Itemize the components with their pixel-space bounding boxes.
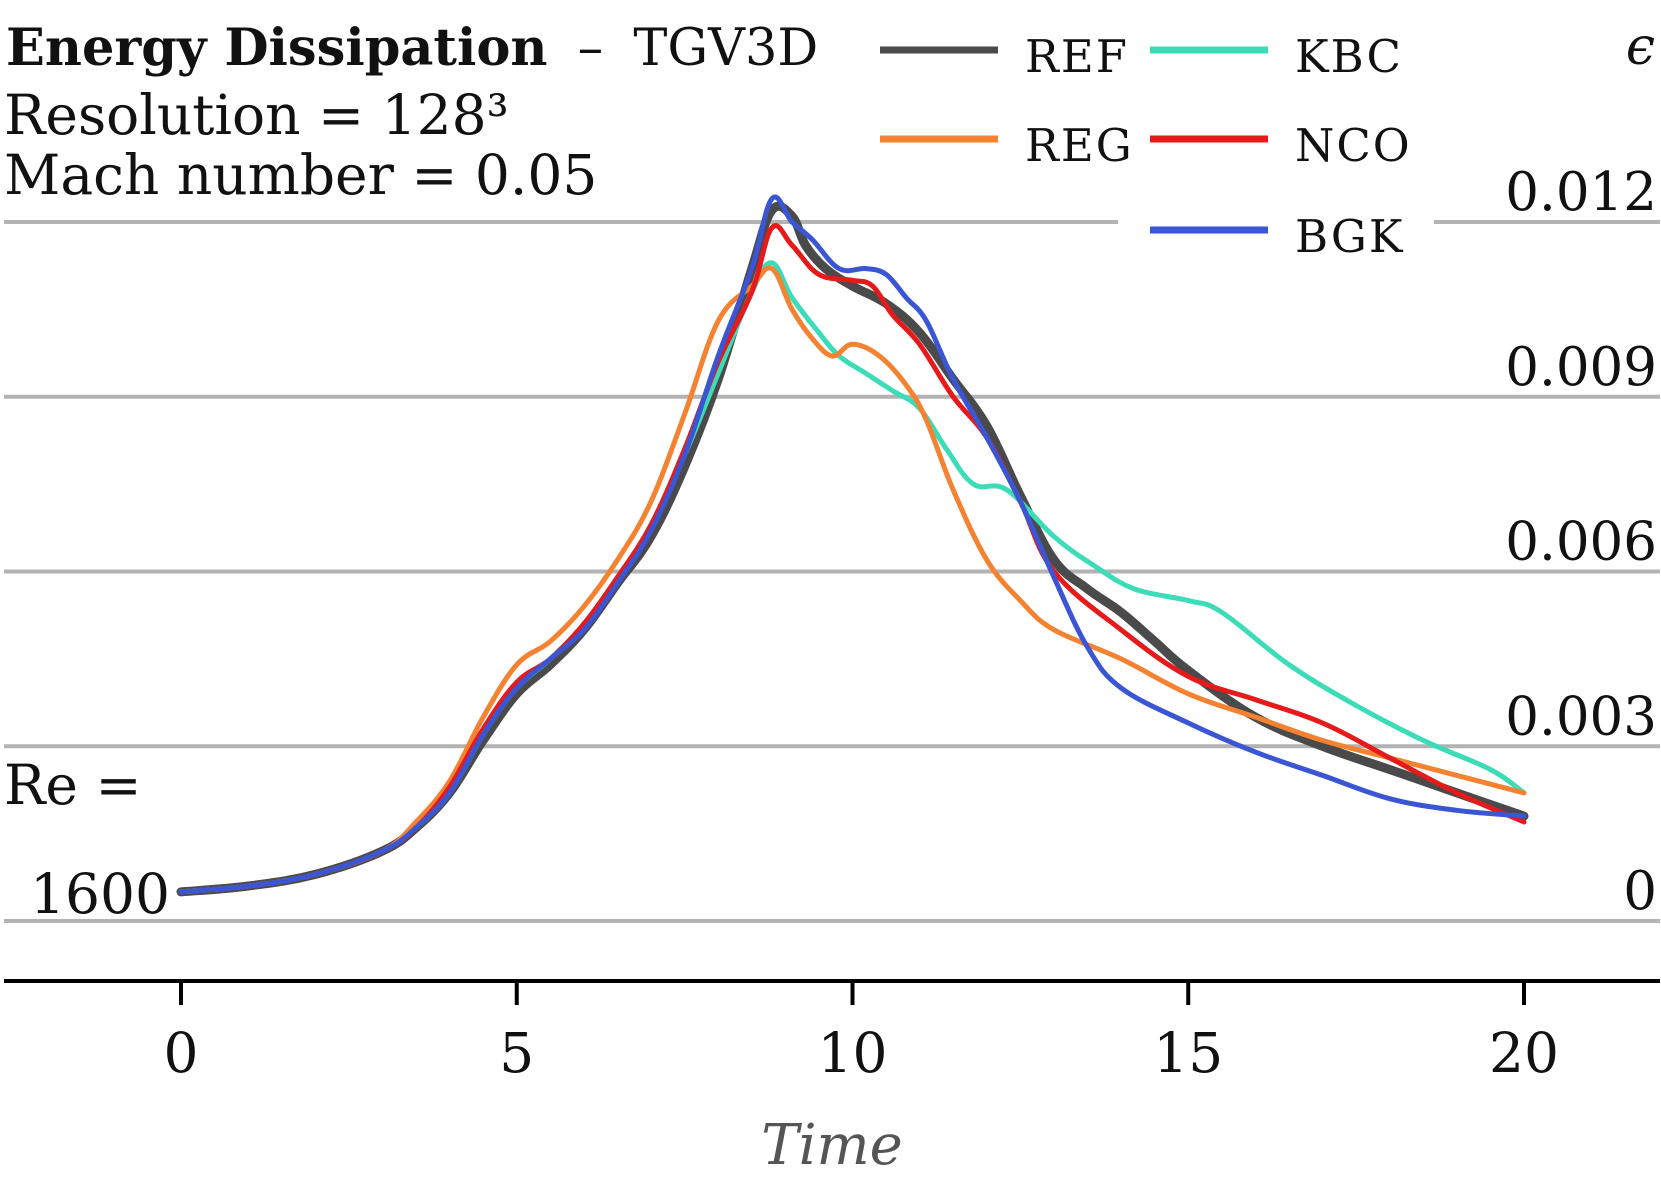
x-tick-label: 0 (164, 1021, 199, 1085)
x-tick-label: 5 (499, 1021, 534, 1085)
series-lines (176, 194, 1529, 897)
legend-label-nco: NCO (1295, 119, 1412, 172)
title-separator: – (578, 19, 604, 78)
y-tick-label: 0.009 (1505, 337, 1657, 398)
legend: REF KBC REG NCO BGK (880, 30, 1434, 263)
x-ticks: 0 5 10 15 20 (164, 981, 1559, 1085)
y-tick-label: 0.003 (1505, 686, 1657, 747)
legend-label-reg: REG (1025, 119, 1134, 172)
series-line-reg (178, 265, 1527, 895)
re-value: 1600 (30, 862, 170, 926)
series-line-bgk (178, 194, 1527, 895)
series-line-kbc (178, 260, 1527, 895)
x-tick-label: 15 (1153, 1021, 1223, 1085)
legend-label-bgk: BGK (1295, 210, 1404, 263)
y-tick-labels: 0 0.003 0.006 0.009 0.012 (1505, 162, 1657, 922)
series-line-nco (178, 223, 1527, 895)
grid-lines (4, 220, 1660, 923)
legend-label-ref: REF (1025, 30, 1129, 83)
chart-title: Energy Dissipation – TGV3D (6, 18, 818, 78)
series-line-ref (176, 201, 1529, 897)
x-tick-label: 20 (1489, 1021, 1559, 1085)
re-label: Re = (4, 753, 142, 817)
mach-annotation: Mach number = 0.05 (4, 143, 597, 207)
title-subtitle: TGV3D (633, 19, 818, 78)
legend-background (1118, 200, 1434, 250)
x-tick-label: 10 (818, 1021, 888, 1085)
resolution-annotation: Resolution = 128³ (4, 83, 509, 147)
title-main: Energy Dissipation (6, 18, 547, 78)
y-axis-label: ϵ (1626, 17, 1655, 77)
y-tick-label: 0.006 (1505, 512, 1657, 573)
legend-label-kbc: KBC (1295, 30, 1403, 83)
y-tick-label: 0.012 (1505, 162, 1657, 223)
x-axis-label: Time (761, 1113, 903, 1178)
y-tick-label: 0 (1623, 861, 1657, 922)
